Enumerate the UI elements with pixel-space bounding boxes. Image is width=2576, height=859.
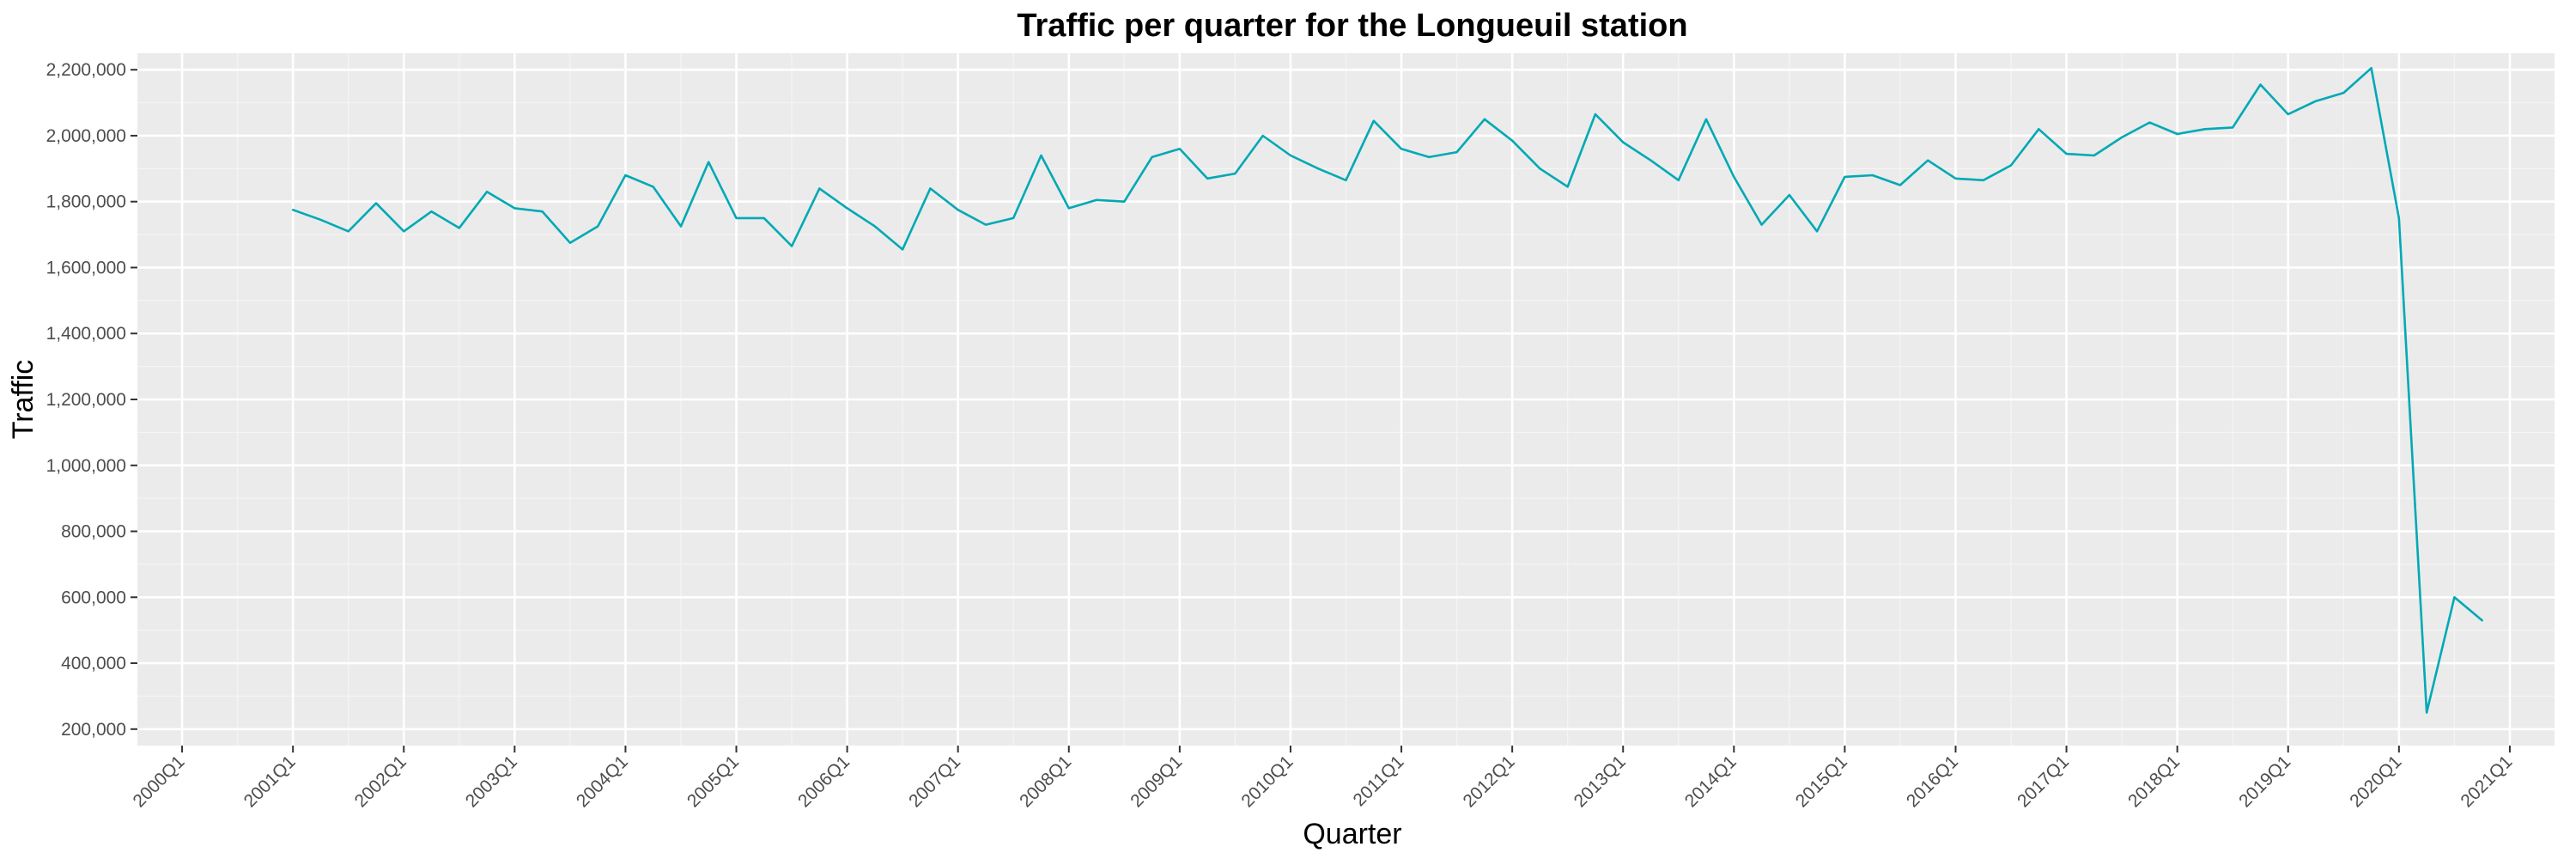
x-tick-label: 2014Q1 bbox=[1681, 752, 1741, 811]
y-tick-label: 1,600,000 bbox=[46, 258, 126, 277]
x-tick-label: 2007Q1 bbox=[905, 752, 964, 811]
x-tick-label: 2019Q1 bbox=[2235, 752, 2294, 811]
y-tick-label: 1,800,000 bbox=[46, 192, 126, 212]
chart-title: Traffic per quarter for the Longueuil st… bbox=[1017, 8, 1687, 44]
x-tick-label: 2004Q1 bbox=[573, 752, 632, 811]
y-tick-label: 2,200,000 bbox=[46, 60, 126, 80]
x-tick-label: 2018Q1 bbox=[2124, 752, 2184, 811]
major-y-gridlines bbox=[137, 68, 2555, 731]
y-axis: 200,000 400,000 600,000 800,000 1,000,000 1,2… bbox=[46, 60, 137, 740]
x-tick-label: 2009Q1 bbox=[1127, 752, 1186, 811]
x-axis-title: Quarter bbox=[1303, 818, 1401, 850]
traffic-series-line bbox=[291, 67, 2483, 714]
y-tick-label: 400,000 bbox=[61, 654, 126, 673]
minor-y-gridlines bbox=[137, 101, 2555, 698]
x-tick-label: 2015Q1 bbox=[1792, 752, 1851, 811]
x-tick-label: 2005Q1 bbox=[683, 752, 743, 811]
x-tick-label: 2010Q1 bbox=[1237, 752, 1297, 811]
x-tick-label: 2002Q1 bbox=[351, 752, 410, 811]
y-tick-label: 600,000 bbox=[61, 588, 126, 607]
x-tick-label: 2021Q1 bbox=[2457, 752, 2516, 811]
x-tick-label: 2008Q1 bbox=[1016, 752, 1075, 811]
x-tick-label: 2020Q1 bbox=[2346, 752, 2405, 811]
x-tick-label: 2001Q1 bbox=[240, 752, 300, 811]
x-tick-label: 2013Q1 bbox=[1571, 752, 1630, 811]
y-tick-label: 2,000,000 bbox=[46, 126, 126, 146]
x-tick-label: 2006Q1 bbox=[794, 752, 854, 811]
x-tick-label: 2011Q1 bbox=[1350, 752, 1408, 810]
y-tick-label: 200,000 bbox=[61, 720, 126, 740]
y-tick-label: 1,000,000 bbox=[46, 456, 126, 476]
y-tick-label: 800,000 bbox=[61, 522, 126, 542]
y-tick-label: 1,200,000 bbox=[46, 390, 126, 410]
x-tick-label: 2017Q1 bbox=[2014, 752, 2073, 811]
x-tick-label: 2003Q1 bbox=[462, 752, 521, 811]
x-tick-label: 2000Q1 bbox=[130, 752, 189, 811]
y-tick-label: 1,400,000 bbox=[46, 324, 126, 344]
x-tick-label: 2016Q1 bbox=[1903, 752, 1962, 811]
series-layer bbox=[291, 67, 2483, 714]
x-axis: 2000Q1 2001Q1 2002Q1 2003Q1 2004Q1 2005Q1 2006… bbox=[130, 746, 2516, 811]
y-axis-title: Traffic bbox=[7, 360, 39, 440]
x-tick-label: 2012Q1 bbox=[1460, 752, 1519, 811]
